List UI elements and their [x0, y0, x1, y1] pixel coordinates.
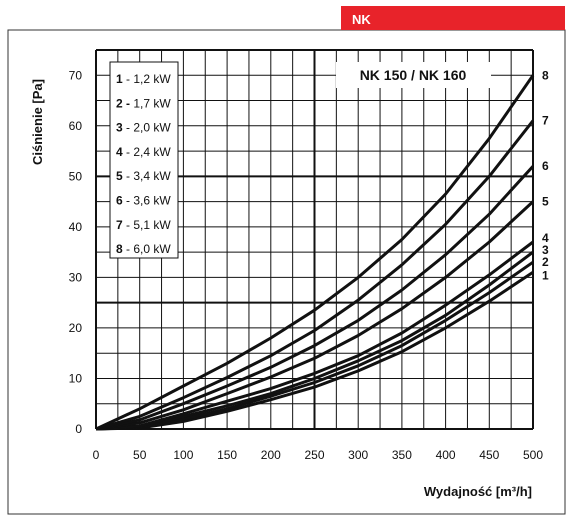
y-tick-label: 0: [75, 422, 82, 436]
legend-entry-number: 2 -: [116, 96, 130, 110]
curve-label-1: 1: [542, 268, 549, 282]
y-tick-label: 70: [69, 68, 83, 82]
x-axis-title: Wydajność [m³/h]: [424, 484, 532, 499]
curve-1: [95, 271, 534, 431]
curve-2: [95, 260, 534, 431]
y-tick-label: 10: [69, 371, 83, 385]
legend-entry-number: 7: [116, 218, 123, 232]
legend-entry-number: 3: [116, 121, 123, 135]
y-tick-label: 50: [69, 169, 83, 183]
legend-entry-label: - 2,4 kW: [123, 145, 172, 159]
chart-title: NK 150 / NK 160: [360, 67, 467, 83]
x-tick-label: 50: [133, 448, 147, 462]
curve-label-5: 5: [542, 195, 549, 209]
legend-entry: 6 - 3,6 kW: [116, 194, 171, 208]
model-title-box: [336, 62, 491, 88]
curve-label-2: 2: [542, 255, 549, 269]
curve-label-8: 8: [542, 68, 549, 82]
x-tick-label: 500: [523, 448, 543, 462]
legend-entry: 8 - 6,0 kW: [116, 242, 171, 256]
curve-label-4: 4: [542, 231, 549, 245]
curve-label-7: 7: [542, 114, 549, 128]
legend-box: [109, 61, 179, 259]
legend-entry-number: 8: [116, 242, 123, 256]
legend-entry: 3 - 2,0 kW: [116, 121, 171, 135]
curve-7: [95, 119, 535, 431]
x-tick-label: 200: [261, 448, 281, 462]
legend-entry: 7 - 5,1 kW: [116, 218, 171, 232]
x-tick-label: 350: [392, 448, 412, 462]
x-tick-label: 450: [479, 448, 499, 462]
model-tag: NK: [352, 12, 371, 27]
y-tick-label: 40: [69, 220, 83, 234]
legend-entry-number: 6: [116, 194, 123, 208]
x-tick-label: 150: [217, 448, 237, 462]
legend-entry-number: 5: [116, 169, 123, 183]
y-tick-label: 30: [69, 270, 83, 284]
legend-entry-label: - 2,0 kW: [123, 121, 172, 135]
legend-entry: 2 - 1,7 kW: [116, 96, 171, 110]
legend-entry-label: 1,7 kW: [130, 96, 171, 110]
legend-entry-label: - 1,2 kW: [123, 72, 172, 86]
axis-tick-labels: 0 50 100 150 200 250 300 350 400 450 5000102030405…: [69, 68, 544, 462]
x-tick-label: 300: [348, 448, 368, 462]
legend-entry-label: - 6,0 kW: [123, 242, 172, 256]
x-tick-label: 0: [93, 448, 100, 462]
x-tick-label: 250: [304, 448, 324, 462]
y-tick-label: 20: [69, 321, 83, 335]
legend-entry-number: 4: [116, 145, 123, 159]
curve-5: [95, 200, 535, 431]
x-tick-label: 400: [436, 448, 456, 462]
curve-4: [95, 240, 534, 431]
curve-label-6: 6: [542, 159, 549, 173]
legend: 1 - 1,2 kW2 - 1,7 kW3 - 2,0 kW4 - 2,4 kW…: [109, 61, 179, 259]
curve-8: [95, 74, 535, 431]
legend-entry-number: 1: [116, 72, 123, 86]
legend-entry-label: - 3,6 kW: [123, 194, 172, 208]
model-tag-banner: [341, 6, 565, 30]
chart-frame: [7, 29, 566, 515]
curve-label-3: 3: [542, 243, 549, 257]
curve-3: [95, 250, 534, 431]
legend-entry: 5 - 3,4 kW: [116, 169, 171, 183]
legend-entry: 1 - 1,2 kW: [116, 72, 171, 86]
grid: [95, 49, 534, 430]
legend-entry: 4 - 2,4 kW: [116, 145, 171, 159]
y-tick-label: 60: [69, 119, 83, 133]
curve-6: [95, 165, 535, 431]
legend-entry-label: - 5,1 kW: [123, 218, 172, 232]
x-tick-label: 100: [173, 448, 193, 462]
legend-entry-label: - 3,4 kW: [123, 169, 172, 183]
y-axis-title: Ciśnienie [Pa]: [30, 79, 45, 165]
